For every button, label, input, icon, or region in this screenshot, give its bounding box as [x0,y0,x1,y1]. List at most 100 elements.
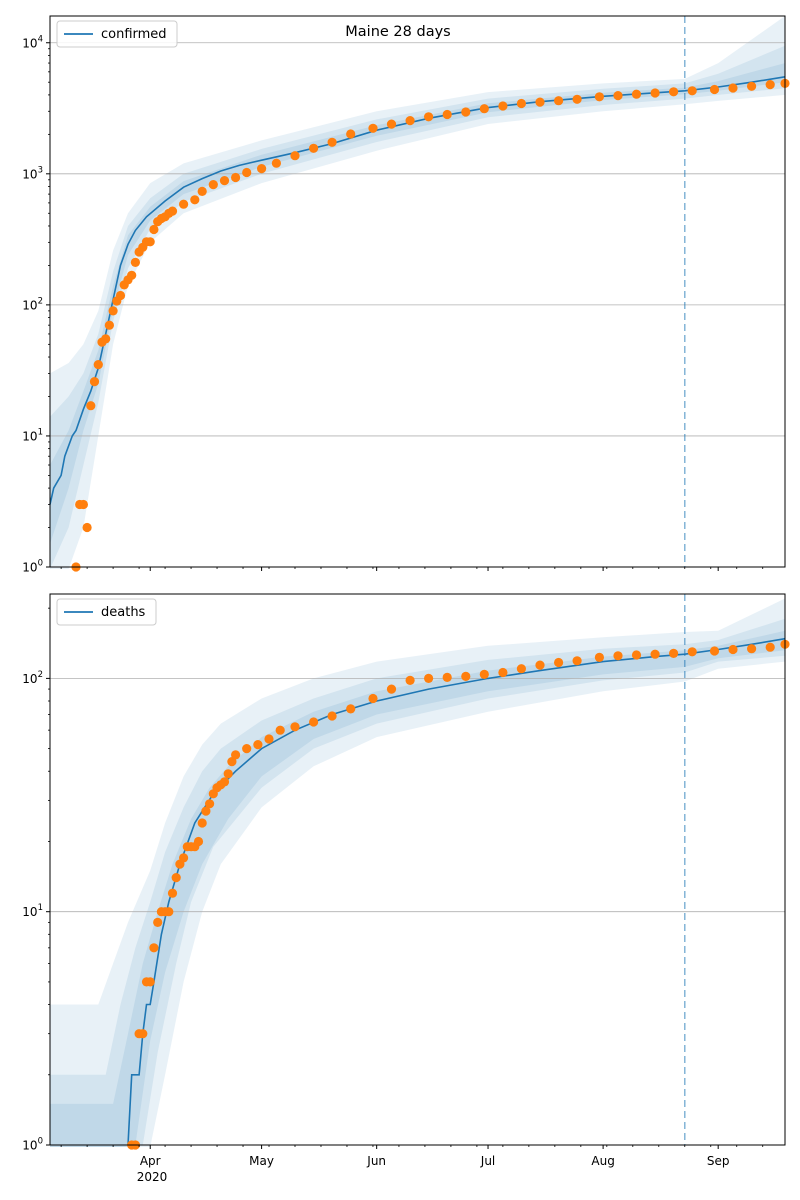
confirmed-axes-frame [49,15,786,568]
observed-point [149,224,159,235]
observed-point [728,83,738,93]
observed-point [650,649,660,659]
observed-point [242,167,252,178]
observed-point [516,664,527,674]
confirmed-observed-points [71,78,790,572]
observed-point [231,172,241,183]
observed-point [223,769,233,779]
observed-point [461,107,471,117]
observed-point [631,89,642,99]
observed-point [167,206,178,216]
observed-point [386,119,397,129]
observed-point [346,129,356,139]
observed-point [535,660,545,670]
observed-point [197,818,207,828]
confirmed-y-ticks: 100 101 102 103 104 [22,34,50,575]
observed-point [346,704,356,714]
y-tick-label: 102 [22,670,43,686]
observed-point [479,669,489,680]
y-tick-label: 101 [22,903,43,919]
observed-point [368,693,378,704]
deaths-legend-label: deaths [101,605,146,620]
observed-point [554,96,564,106]
observed-point [765,642,775,652]
observed-point [747,81,757,91]
observed-point [219,777,230,787]
observed-point [368,123,378,133]
observed-point [205,799,215,809]
observed-point [145,977,155,987]
observed-point [149,943,159,953]
observed-point [190,195,200,205]
observed-point [709,646,720,656]
deaths-model-line [127,637,786,1146]
y-tick-label: 100 [22,1137,43,1153]
y-tick-label: 100 [22,559,43,575]
deaths-y-ticks: 100 101 102 [22,607,50,1153]
observed-point [271,158,281,168]
observed-point [171,873,181,883]
observed-point [709,84,720,95]
y-tick-label: 102 [22,296,43,312]
y-tick-label: 103 [22,165,43,181]
observed-point [130,257,140,267]
deaths-uncertainty-bands [50,598,785,1147]
observed-point [208,180,218,190]
observed-point [93,360,103,370]
confirmed-legend: confirmed [56,20,178,48]
observed-point [479,104,489,114]
observed-point [138,1029,148,1039]
x-tick-label: Apr [140,1154,161,1168]
deaths-observed-points [127,639,790,1150]
observed-point [309,143,319,153]
observed-point [167,888,178,898]
x-tick-label: Sep [707,1154,730,1168]
observed-point [242,744,252,754]
observed-point [257,164,267,174]
x-tick-label: May [249,1154,274,1168]
observed-point [86,401,96,411]
uncertainty-band-2 [50,630,785,1147]
observed-point [594,92,605,102]
observed-point [127,270,137,280]
observed-point [669,648,679,659]
observed-point [687,647,697,657]
observed-point [164,907,174,917]
deaths-x-ticks: Apr May Jun Jul Aug Sep [60,1145,764,1168]
observed-point [179,853,189,863]
observed-point [179,199,189,209]
observed-point [290,151,300,161]
observed-point [231,750,241,760]
observed-point [650,88,660,98]
observed-point [516,98,527,109]
observed-point [442,109,452,120]
observed-point [572,94,582,104]
observed-point [424,112,434,122]
uncertainty-band-0 [50,16,785,569]
observed-point [275,725,285,735]
observed-point [290,722,300,732]
observed-point [728,644,738,655]
observed-point [687,86,697,96]
observed-point [253,740,263,750]
y-tick-label: 101 [22,427,43,443]
observed-point [572,656,582,666]
deaths-panel: 100 101 102 Apr May Jun Jul Aug Sep deaths 2020 [22,593,790,1184]
observed-point [669,87,679,97]
observed-point [535,97,545,107]
observed-point [82,522,92,533]
observed-point [765,80,775,90]
observed-point [594,652,605,663]
confirmed-model-line [49,76,786,505]
observed-point [442,672,452,683]
observed-point [498,101,508,111]
x-tick-label: Jul [480,1154,495,1168]
confirmed-uncertainty-bands [50,16,785,569]
observed-point [115,290,126,301]
observed-point [264,734,274,744]
observed-point [327,137,337,147]
observed-point [193,836,204,847]
confirmed-x-ticks [60,567,764,571]
observed-point [227,757,237,767]
